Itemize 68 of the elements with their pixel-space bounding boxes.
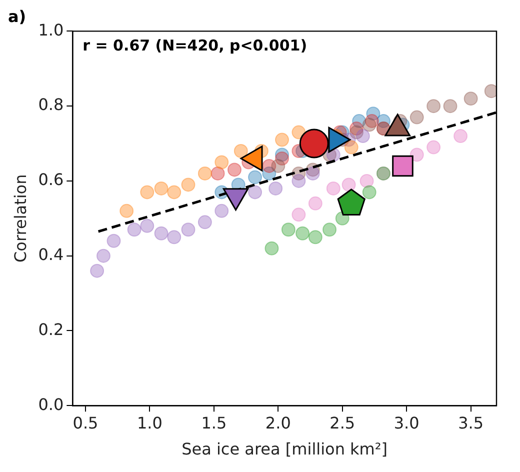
point	[120, 204, 134, 218]
point	[426, 99, 441, 114]
point	[248, 185, 262, 200]
y-tick-label: 0.0	[38, 394, 64, 414]
point	[140, 185, 154, 200]
point	[154, 181, 168, 196]
annotation: r = 0.67 (N=420, p<0.001)	[82, 36, 308, 55]
x-tick-label: 1.0	[136, 413, 162, 432]
point	[360, 174, 374, 188]
chart-title: a)	[8, 6, 26, 26]
point	[227, 162, 242, 177]
point	[96, 248, 110, 263]
point	[198, 215, 212, 230]
point	[140, 218, 154, 233]
point	[356, 129, 370, 144]
point	[326, 181, 340, 196]
point	[198, 166, 212, 180]
point	[210, 166, 225, 180]
point	[306, 166, 320, 180]
x-tick-label: 1.5	[201, 413, 227, 432]
point	[362, 118, 376, 132]
point	[167, 185, 182, 200]
point	[454, 129, 468, 144]
point	[308, 230, 322, 244]
point	[271, 158, 286, 173]
point	[264, 241, 279, 256]
point	[214, 204, 229, 218]
point	[322, 222, 337, 237]
y-tick-label: 1.0	[38, 20, 64, 40]
point	[344, 140, 358, 154]
point	[342, 178, 356, 192]
point	[410, 110, 424, 124]
point	[268, 181, 283, 196]
x-axis-title: Sea ice area [million km²]	[182, 440, 388, 459]
x-tick-label: 2.0	[265, 413, 291, 432]
y-tick-label: 0.6	[38, 170, 64, 190]
y-tick-label: 0.8	[38, 95, 64, 114]
point	[90, 264, 104, 278]
point	[464, 92, 478, 106]
x-tick-label: 3.0	[394, 413, 420, 432]
y-axis-title: Correlation	[10, 174, 30, 263]
point	[275, 132, 290, 147]
point	[167, 230, 182, 244]
point	[443, 99, 458, 114]
point	[337, 188, 366, 216]
y-tick-label: 0.2	[38, 320, 64, 339]
point	[299, 128, 329, 158]
y-tick-label: 0.4	[38, 244, 64, 264]
point	[292, 174, 306, 188]
point	[154, 226, 168, 240]
point	[410, 148, 424, 162]
x-tick-label: 0.5	[72, 413, 98, 432]
point	[308, 196, 322, 210]
point	[292, 208, 306, 222]
point	[281, 222, 296, 237]
point	[426, 140, 441, 154]
point	[214, 155, 229, 170]
point	[362, 185, 376, 200]
x-tick-label: 2.5	[330, 413, 356, 432]
x-tick-label: 3.5	[458, 413, 484, 432]
point	[181, 222, 196, 237]
point	[234, 144, 248, 158]
point	[392, 155, 414, 177]
point	[127, 222, 142, 237]
point	[106, 234, 121, 248]
point	[181, 178, 196, 192]
point	[296, 226, 310, 240]
point	[248, 170, 262, 184]
